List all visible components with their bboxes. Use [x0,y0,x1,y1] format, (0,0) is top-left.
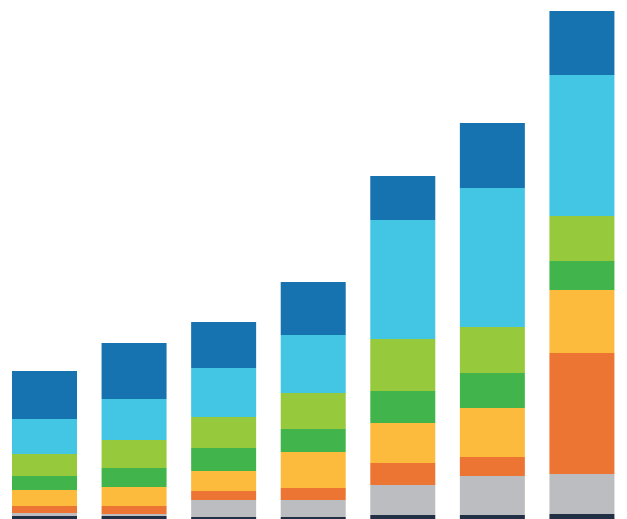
bar-segment [191,322,257,368]
bar-segment [12,419,77,454]
bar-segment [459,408,525,457]
bar-segment [549,290,615,353]
bar-segment [370,515,436,519]
bar-segment [191,500,257,517]
bar-segment [12,513,77,516]
bar-segment [280,500,346,517]
bar-segment [549,11,615,75]
bar-segment [370,463,436,485]
bar-segment [549,261,615,290]
bar-segment [459,373,525,408]
bar-segment [191,417,257,448]
bar-segment [459,188,525,327]
bar-segment [191,491,257,500]
bar-segment [370,176,436,220]
bar-segment [101,487,167,506]
bar-segment [370,339,436,391]
bar-segment [370,423,436,463]
bar-segment [191,517,257,519]
bar-segment [191,471,257,491]
bar-segment [101,514,167,516]
bar-segment [280,429,346,452]
bar-segment [280,488,346,500]
bar-segment [101,516,167,519]
bar-segment [370,220,436,339]
bar-segment [12,454,77,476]
bar-segment [459,327,525,373]
bar-segment [12,516,77,519]
bar-segment [101,399,167,440]
bar-segment [12,371,77,419]
bar-segment [280,452,346,488]
bar-segment [549,353,615,474]
bar-segment [101,468,167,487]
bar-segment [459,123,525,188]
bar-segment [191,368,257,417]
bar-segment [549,474,615,514]
bar-segment [12,476,77,490]
bar-segment [370,485,436,515]
bar-segment [370,391,436,423]
bar-segment [459,515,525,519]
bar-segment [280,393,346,429]
bar-segment [12,506,77,513]
bar-segment [280,282,346,335]
bar-segment [191,448,257,471]
bar-segment [549,514,615,519]
bar-segment [101,343,167,399]
bar-segment [280,517,346,519]
bar-segment [280,335,346,393]
bar-segment [12,490,77,506]
bar-segment [459,476,525,515]
bar-segment [101,440,167,468]
bar-segment [549,216,615,261]
bar-segment [459,457,525,476]
bar-segment [101,506,167,514]
bar-segment [549,75,615,216]
